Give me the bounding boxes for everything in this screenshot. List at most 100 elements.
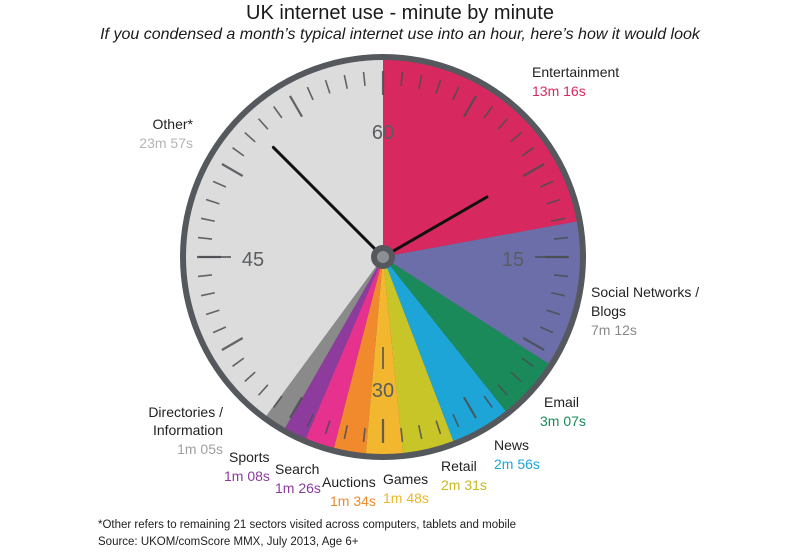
tick-mark <box>343 74 349 89</box>
value-search: 1m 26s <box>275 480 321 496</box>
label-news: News <box>494 437 530 453</box>
tick-mark <box>417 74 423 89</box>
tick-mark <box>452 413 460 428</box>
value-directories: 1m 05s <box>177 441 223 457</box>
tick-mark <box>257 118 269 130</box>
minute-hand <box>271 145 385 259</box>
tick-mark <box>539 180 554 188</box>
value-auctions: 1m 34s <box>330 493 376 509</box>
tick-mark <box>197 236 213 240</box>
tick-mark <box>546 309 561 316</box>
label-directories-line1: Directories / <box>148 404 223 420</box>
value-social: 7m 12s <box>591 322 637 338</box>
tick-mark <box>483 106 493 119</box>
tick-mark <box>244 371 256 383</box>
tick-mark <box>232 147 245 157</box>
label-social-line2: Blogs <box>591 303 627 319</box>
value-email: 3m 07s <box>540 413 586 429</box>
hub-inner <box>377 251 389 263</box>
tick-mark <box>539 326 554 334</box>
value-other: 23m 57s <box>139 135 193 151</box>
tick-mark <box>463 396 477 419</box>
value-retail: 2m 31s <box>441 477 487 493</box>
tick-mark <box>257 384 269 396</box>
tick-mark <box>362 427 366 443</box>
tick-mark <box>435 420 442 435</box>
tick-mark <box>483 395 493 408</box>
value-games: 1m 48s <box>383 490 429 506</box>
tick-mark <box>551 217 566 223</box>
pie-slice-sports <box>285 257 383 439</box>
pie-slice-social-networks-blogs <box>383 221 580 364</box>
tick-mark <box>200 217 215 223</box>
tick-mark <box>553 274 569 278</box>
tick-mark <box>324 420 331 435</box>
label-games: Games <box>383 471 429 487</box>
tick-mark <box>289 95 303 118</box>
tick-mark <box>362 71 366 87</box>
label-email: Email <box>544 394 580 410</box>
tick-mark <box>553 236 569 240</box>
tick-mark <box>343 425 349 440</box>
tick-mark <box>463 95 477 118</box>
label-retail: Retail <box>441 458 477 474</box>
tick-mark <box>324 79 331 94</box>
tick-mark <box>289 396 303 419</box>
pie-slice-games <box>365 257 403 454</box>
footnote: *Other refers to remaining 21 sectors vi… <box>98 519 517 531</box>
tick-mark <box>546 198 561 205</box>
pie-slice-entertainment <box>383 60 577 257</box>
pie-slice-auctions <box>333 257 383 454</box>
tick-mark <box>197 274 213 278</box>
dial-number-45: 45 <box>242 249 264 271</box>
pie-slice-news <box>383 257 506 442</box>
chart-subtitle: If you condensed a month’s typical inter… <box>100 26 700 43</box>
label-search: Search <box>275 461 320 477</box>
tick-mark <box>497 118 509 130</box>
tick-mark <box>273 106 283 119</box>
tick-mark <box>521 357 534 367</box>
tick-mark <box>510 131 522 143</box>
tick-mark <box>435 79 442 94</box>
tick-mark <box>212 180 227 188</box>
tick-mark <box>510 371 522 383</box>
tick-mark <box>200 291 215 297</box>
dial-number-15: 15 <box>502 249 524 271</box>
label-social-line1: Social Networks / <box>591 284 700 300</box>
tick-mark <box>205 198 220 205</box>
label-other: Other* <box>152 116 193 132</box>
tick-mark <box>521 147 534 157</box>
hour-hand <box>381 195 489 259</box>
pie-slice-search <box>306 257 383 448</box>
tick-mark <box>417 425 423 440</box>
label-auctions: Auctions <box>322 474 376 490</box>
chart-title: UK internet use - minute by minute <box>246 2 554 24</box>
value-sports: 1m 08s <box>224 468 270 484</box>
pie-slice-directories-information <box>266 257 383 428</box>
tick-mark <box>306 86 314 101</box>
tick-mark <box>306 413 314 428</box>
tick-mark <box>221 337 244 351</box>
pie-slice-email <box>383 257 549 412</box>
tick-mark <box>452 86 460 101</box>
tick-mark <box>400 71 404 87</box>
tick-mark <box>244 131 256 143</box>
dial-number-60: 60 <box>372 122 394 144</box>
source-note: Source: UKOM/comScore MMX, July 2013, Ag… <box>98 536 359 548</box>
tick-mark <box>205 309 220 316</box>
label-entertainment: Entertainment <box>532 64 620 80</box>
tick-mark <box>522 163 545 177</box>
tick-mark <box>232 357 245 367</box>
value-entertainment: 13m 16s <box>532 83 586 99</box>
dial-number-30: 30 <box>372 380 394 402</box>
tick-mark <box>400 427 404 443</box>
label-sports: Sports <box>229 449 270 465</box>
tick-mark <box>551 291 566 297</box>
tick-mark <box>221 163 244 177</box>
pie-slice-retail <box>383 257 454 453</box>
tick-mark <box>212 326 227 334</box>
tick-mark <box>273 395 283 408</box>
value-news: 2m 56s <box>494 456 540 472</box>
label-directories-line2: Information <box>152 422 223 438</box>
